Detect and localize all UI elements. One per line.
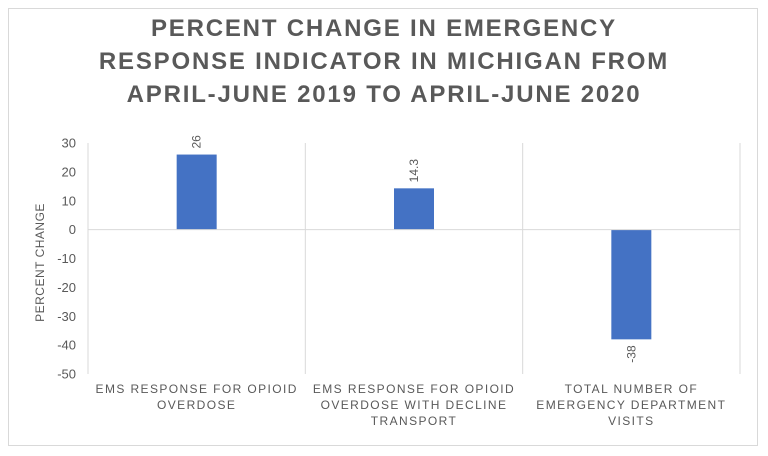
- y-tick-label: 30: [62, 136, 76, 151]
- x-category-label: EMS RESPONSE FOR OPIOID OVERDOSE: [95, 382, 298, 412]
- bar: [176, 154, 217, 230]
- y-tick-label: -20: [57, 280, 76, 295]
- bar: [394, 188, 434, 230]
- data-label: 26: [190, 135, 204, 149]
- y-tick-label: -10: [57, 251, 76, 266]
- chart-title-line-2: RESPONSE INDICATOR IN MICHIGAN FROM: [98, 48, 670, 75]
- y-tick-label: -40: [57, 338, 76, 353]
- x-category-label: EMS RESPONSE FOR OPIOID OVERDOSE WITH DE…: [312, 382, 516, 428]
- x-category-label: TOTAL NUMBER OF EMERGENCY DEPARTMENT VIS…: [536, 382, 727, 428]
- y-tick-label: 20: [62, 164, 76, 179]
- y-tick-label: -50: [57, 367, 76, 382]
- chart-title-line-1: PERCENT CHANGE IN EMERGENCY: [151, 15, 617, 42]
- y-tick-label: 10: [62, 193, 76, 208]
- y-axis-label: PERCENT CHANGE: [33, 203, 47, 322]
- y-tick-label: -30: [57, 309, 76, 324]
- chart-title: PERCENT CHANGE IN EMERGENCY RESPONSE IND…: [0, 12, 768, 111]
- chart-title-line-3: APRIL-JUNE 2019 TO APRIL-JUNE 2020: [126, 81, 642, 108]
- data-label: 14.3: [407, 159, 421, 183]
- bar: [611, 229, 652, 340]
- chart-frame: [8, 8, 758, 446]
- data-label: -38: [624, 345, 638, 363]
- y-tick-label: 0: [69, 222, 76, 237]
